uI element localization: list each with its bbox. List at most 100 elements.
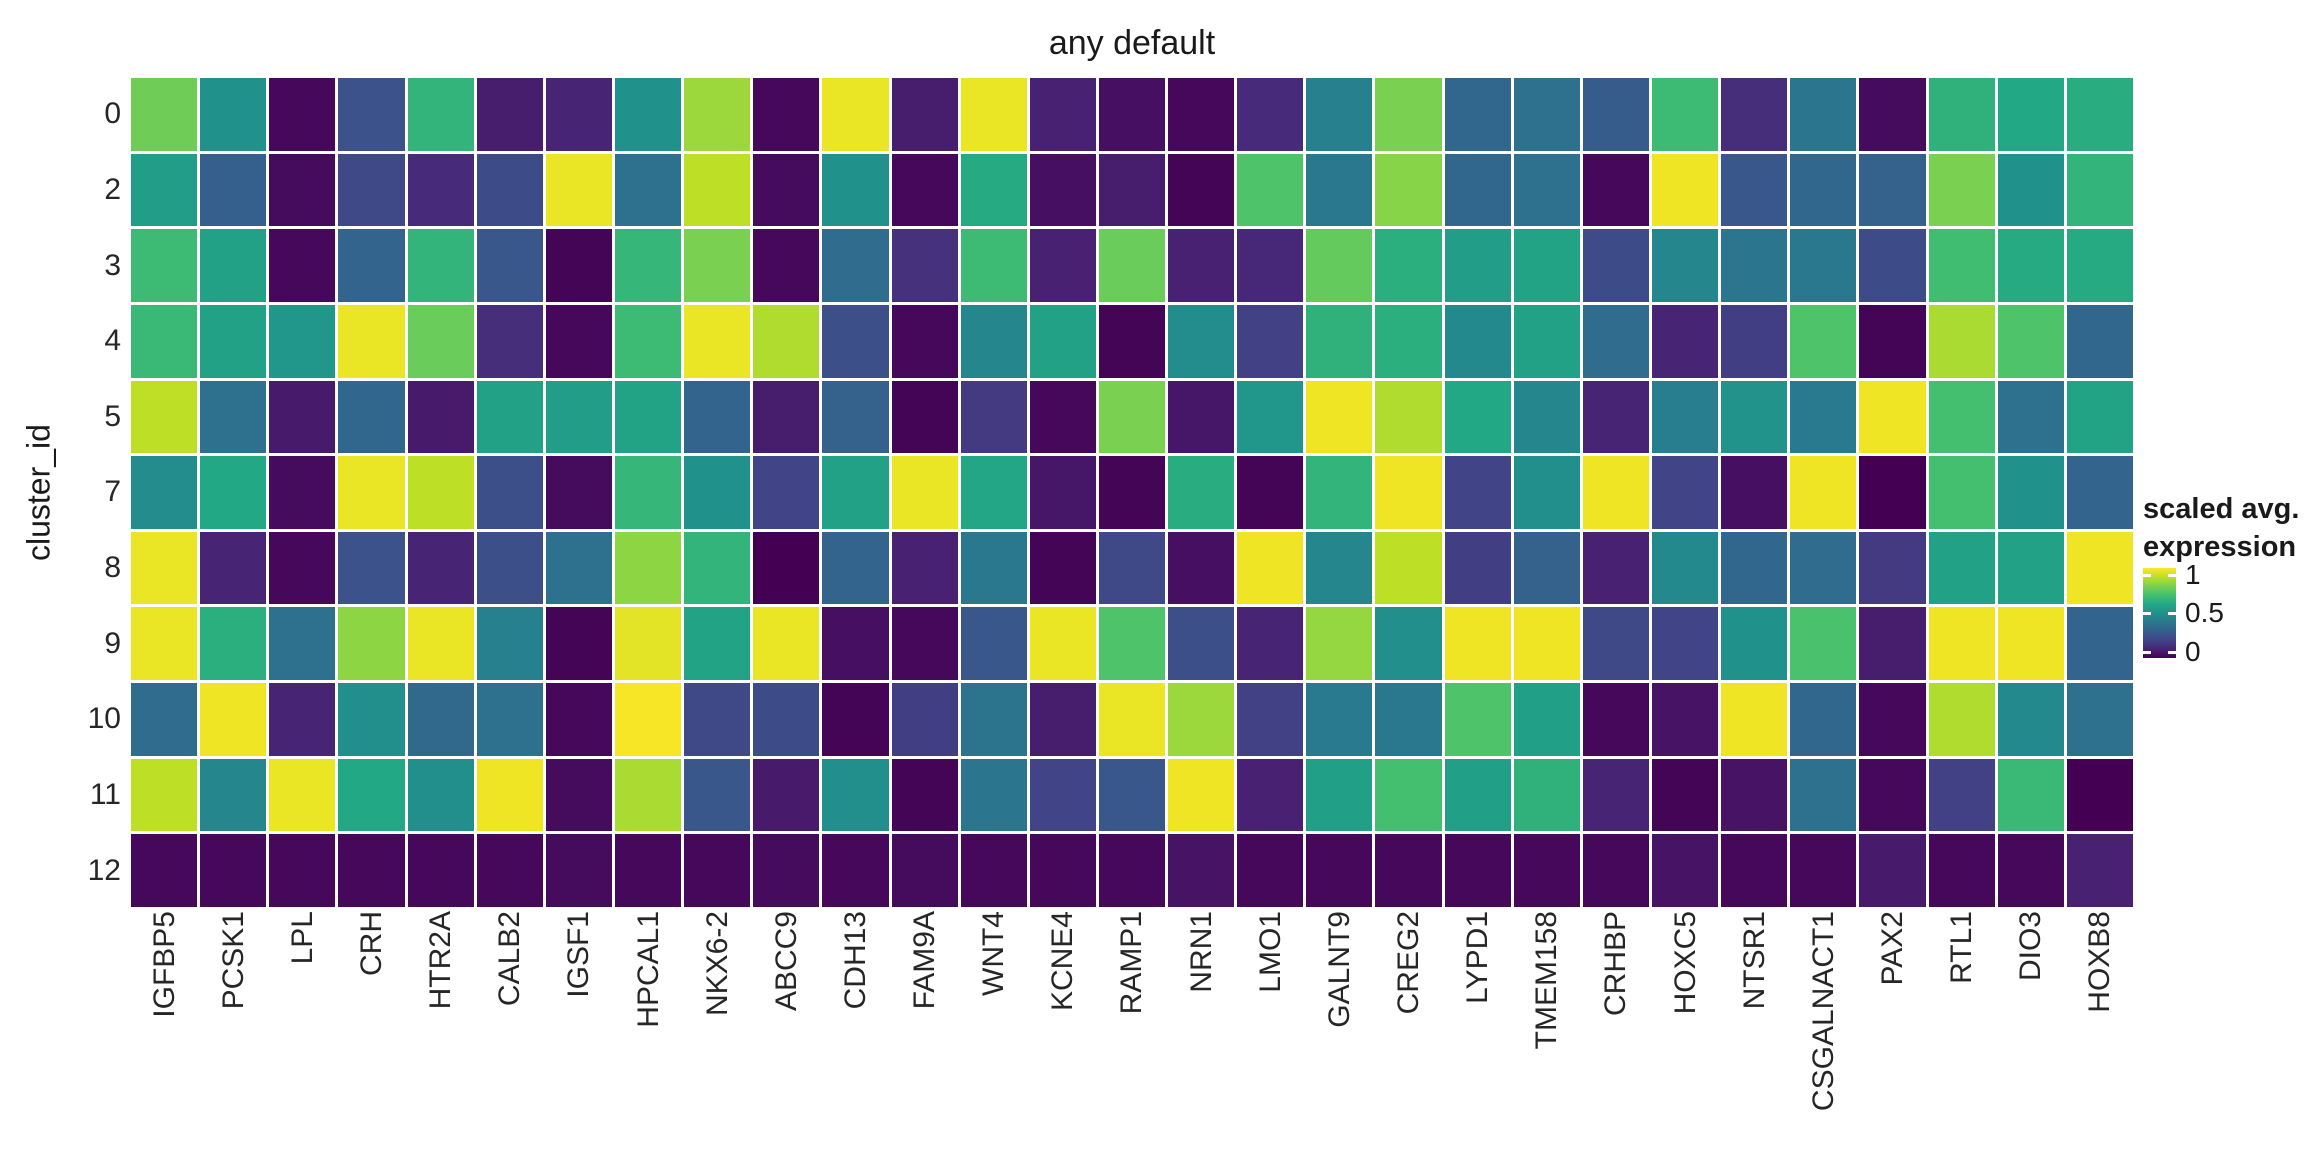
heatmap-cell	[2066, 607, 2133, 681]
legend-tick-mark	[2143, 574, 2151, 577]
heatmap-cell	[200, 380, 267, 454]
x-tick-label: CREG2	[1392, 911, 1426, 1015]
x-tick-label: TMEM158	[1530, 911, 1564, 1050]
heatmap-cell	[407, 153, 474, 227]
heatmap-cell	[269, 380, 336, 454]
heatmap-cell	[200, 78, 267, 151]
heatmap-cell	[1375, 78, 1442, 151]
heatmap-cell	[407, 380, 474, 454]
heatmap-cell	[753, 153, 820, 227]
heatmap-cell	[1928, 380, 1995, 454]
heatmap-cell	[1997, 380, 2064, 454]
x-tick-cell: PAX2	[1859, 911, 1925, 1141]
heatmap-cell	[338, 531, 405, 605]
heatmap-cell	[476, 834, 543, 907]
heatmap-cell	[1997, 304, 2064, 378]
heatmap-cell	[269, 758, 336, 832]
heatmap-cell	[1444, 304, 1511, 378]
heatmap-cell	[1098, 834, 1166, 907]
heatmap-cell	[960, 834, 1027, 907]
heatmap-cell	[407, 834, 474, 907]
heatmap-cell	[1928, 78, 1995, 151]
x-tick-label: NKX6-2	[700, 911, 734, 1017]
heatmap-cell	[1306, 456, 1373, 529]
heatmap-cell	[1652, 834, 1719, 907]
heatmap-cell	[1375, 456, 1442, 529]
heatmap-cell	[753, 758, 820, 832]
heatmap-cell	[1237, 758, 1304, 832]
heatmap-cell	[1098, 607, 1166, 681]
heatmap-cell	[545, 834, 612, 907]
legend-tick-label: 0.5	[2185, 597, 2224, 628]
heatmap-cell	[545, 304, 612, 378]
heatmap-cell	[1582, 229, 1650, 302]
x-tick-label: CSGALNACT1	[1806, 911, 1840, 1112]
heatmap-cell	[338, 229, 405, 302]
heatmap-cell	[200, 607, 267, 681]
heatmap-cell	[269, 153, 336, 227]
heatmap-cell	[1652, 683, 1719, 756]
x-tick-cell: PCSK1	[200, 911, 266, 1141]
heatmap-cell	[1237, 531, 1304, 605]
heatmap-cell	[614, 834, 682, 907]
x-tick-cell: NTSR1	[1721, 911, 1787, 1141]
heatmap-cell	[1652, 153, 1719, 227]
heatmap-cell	[1444, 380, 1511, 454]
heatmap-cell	[822, 834, 889, 907]
x-tick-cell: KCNE4	[1030, 911, 1096, 1141]
heatmap-cell	[1029, 229, 1096, 302]
heatmap-cell	[1652, 607, 1719, 681]
y-tick-label: 3	[104, 248, 121, 282]
heatmap-cell	[960, 229, 1027, 302]
heatmap-cell	[1375, 153, 1442, 227]
heatmap-cell	[891, 380, 958, 454]
heatmap-cell	[684, 380, 751, 454]
x-tick-label: CRH	[354, 911, 388, 976]
heatmap-cell	[1098, 531, 1166, 605]
x-tick-cell: DIO3	[1998, 911, 2064, 1141]
heatmap-cell	[1652, 456, 1719, 529]
heatmap-cell	[269, 607, 336, 681]
heatmap-cell	[1306, 229, 1373, 302]
x-tick-label: NRN1	[1184, 911, 1218, 993]
heatmap-cell	[407, 531, 474, 605]
heatmap-cell	[1790, 229, 1857, 302]
x-tick-cell: CRH	[338, 911, 404, 1141]
x-tick-label: GALNT9	[1322, 911, 1356, 1028]
heatmap-cell	[338, 304, 405, 378]
heatmap-cell	[545, 229, 612, 302]
heatmap-cell	[407, 229, 474, 302]
legend-tick-mark	[2168, 651, 2176, 654]
heatmap-cell	[960, 607, 1027, 681]
heatmap-cell	[960, 153, 1027, 227]
x-tick-label: KCNE4	[1046, 911, 1080, 1012]
heatmap-cell	[269, 456, 336, 529]
heatmap-cell	[1582, 683, 1650, 756]
heatmap-cell	[1582, 304, 1650, 378]
heatmap-cell	[1582, 834, 1650, 907]
heatmap-cell	[1029, 683, 1096, 756]
x-tick-cell: LPL	[269, 911, 335, 1141]
heatmap-cell	[1928, 456, 1995, 529]
heatmap-cell	[891, 531, 958, 605]
x-tick-cell: WNT4	[961, 911, 1027, 1141]
heatmap-cell	[1652, 78, 1719, 151]
heatmap-cell	[1444, 683, 1511, 756]
heatmap-cell	[1859, 153, 1926, 227]
heatmap-cell	[891, 758, 958, 832]
heatmap-cell	[960, 758, 1027, 832]
heatmap-cell	[753, 229, 820, 302]
heatmap-cell	[131, 456, 198, 529]
heatmap-cell	[407, 304, 474, 378]
heatmap-cell	[269, 531, 336, 605]
heatmap-cell	[753, 531, 820, 605]
x-tick-cell: HTR2A	[408, 911, 474, 1141]
x-tick-label: PAX2	[1876, 911, 1909, 986]
x-tick-cell: CDH13	[822, 911, 888, 1141]
x-tick-label: PCSK1	[216, 911, 250, 1010]
heatmap-cell	[545, 758, 612, 832]
x-tick-cell: ABCC9	[753, 911, 819, 1141]
heatmap-cell	[1375, 607, 1442, 681]
heatmap-cell	[1721, 531, 1788, 605]
heatmap-cell	[1859, 229, 1926, 302]
